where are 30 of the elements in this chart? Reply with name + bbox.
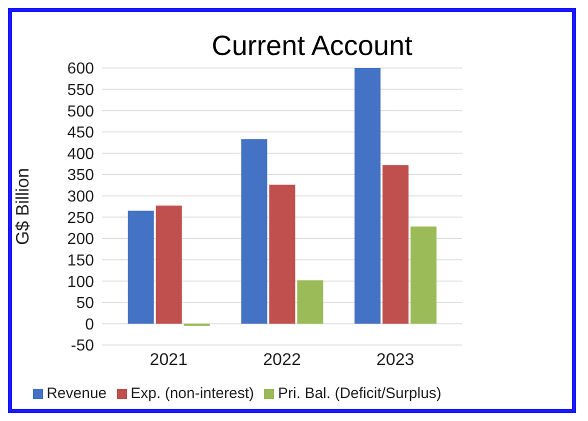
y-tick-label: -50 — [70, 338, 94, 355]
legend-label: Exp. (non-interest) — [130, 385, 254, 402]
y-tick-label: 50 — [76, 295, 94, 312]
bar — [241, 139, 268, 324]
bar — [156, 206, 182, 324]
bar — [297, 280, 324, 324]
y-tick-label: 350 — [67, 167, 94, 184]
bar — [382, 165, 409, 324]
bar — [269, 184, 296, 324]
x-tick-label: 2021 — [150, 350, 188, 370]
chart-title: Current Account — [210, 30, 414, 62]
y-tick-label: 150 — [67, 252, 94, 270]
y-tick-label: 550 — [67, 82, 94, 99]
y-tick-label: 400 — [67, 146, 94, 163]
y-axis-title: G$ Billion — [12, 168, 32, 246]
bar — [128, 210, 154, 324]
x-tick-label: 2023 — [376, 350, 414, 370]
y-tick-label: 300 — [67, 188, 94, 206]
y-tick-label: 0 — [85, 316, 94, 334]
y-tick-label: 200 — [67, 231, 94, 248]
y-tick-label: 100 — [67, 274, 94, 291]
y-tick-label: 600 — [67, 60, 94, 78]
y-tick-label: 500 — [67, 103, 94, 120]
bar — [410, 226, 437, 324]
y-tick-label: 250 — [67, 210, 94, 227]
legend-label: Revenue — [46, 385, 107, 402]
x-tick-label: 2022 — [263, 350, 301, 370]
y-tick-label: 450 — [67, 124, 94, 142]
legend-label: Pri. Bal. (Deficit/Surplus) — [278, 385, 442, 402]
bar — [354, 68, 381, 324]
